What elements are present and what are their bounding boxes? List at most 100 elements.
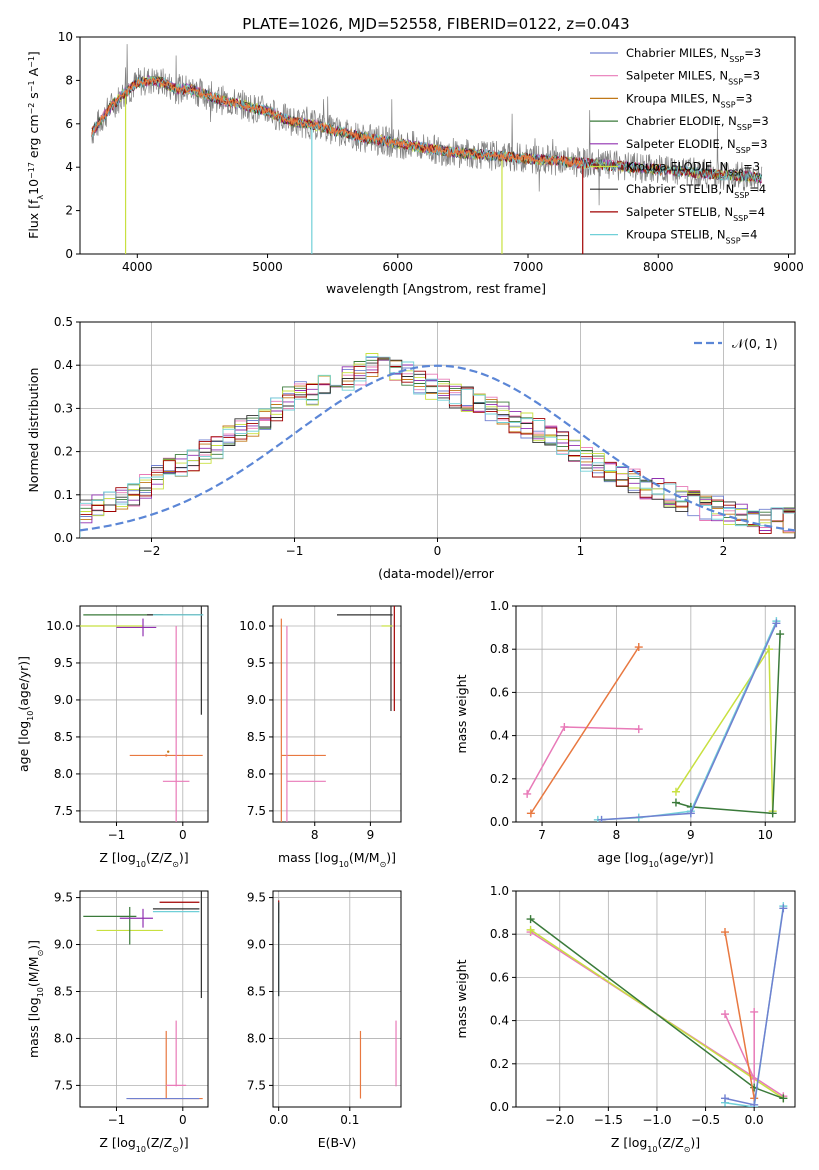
legend-entry: Salpeter MILES, NSSP=3: [626, 69, 760, 87]
x-tick-label: 1: [577, 544, 585, 558]
x-tick-label: −1: [108, 1113, 126, 1127]
label-part: wavelength [Angstrom, rest frame]: [326, 281, 546, 296]
label-part: Salpeter MILES, N: [626, 69, 728, 83]
label-part: age [log: [597, 850, 648, 865]
label-part: 2: [65, 204, 73, 218]
label-part: 8.0: [54, 1031, 73, 1045]
weight-line: [530, 646, 640, 814]
label-part: )]: [690, 1135, 700, 1150]
label-part: (Z/Z: [146, 850, 172, 865]
label-part: −1: [27, 56, 36, 68]
weight-marker: [772, 619, 781, 628]
label-part: 9.5: [54, 891, 73, 905]
x-tick-label: 0.0: [269, 1113, 288, 1127]
weight-line: [597, 620, 778, 821]
label-part: E(B-V): [318, 1135, 357, 1150]
label-part: −1: [286, 544, 304, 558]
weight-marker: [721, 1010, 730, 1019]
y-tick-label: 6: [65, 117, 73, 131]
weight-marker: [750, 1100, 759, 1107]
label-part: 10: [26, 179, 41, 195]
label-part: 𝒩(0, 1): [732, 336, 778, 351]
label-part: 9: [367, 828, 375, 842]
label-part: 10.0: [46, 619, 73, 633]
label-part: 0.0: [490, 1100, 509, 1114]
label-part: =4: [749, 182, 766, 196]
x-tick-label: 6000: [383, 260, 414, 274]
y-tick-label: 8.0: [54, 767, 73, 781]
label-part: 10: [649, 860, 659, 869]
x-tick-label: 0: [434, 544, 442, 558]
y-tick-label: 7.5: [247, 1078, 266, 1092]
label-part: λ: [36, 195, 45, 200]
label-part: 10: [758, 828, 773, 842]
axes-frame: [515, 605, 796, 823]
x-tick-label: 2: [720, 544, 728, 558]
label-part: SSP: [733, 213, 748, 222]
y-tick-label: 0.2: [54, 445, 73, 459]
label-part: SSP: [721, 100, 736, 109]
axes-frame: [272, 605, 402, 823]
label-part: 8.5: [247, 984, 266, 998]
weight-marker: [560, 722, 569, 731]
axes-frame: [515, 890, 796, 1108]
label-part: −1: [108, 828, 126, 842]
label-part: s: [26, 92, 41, 103]
x-axis-label: E(B-V): [318, 1135, 357, 1150]
label-part: 0.4: [54, 358, 73, 372]
y-axis-label: mass weight: [454, 959, 469, 1038]
label-part: 0.6: [490, 685, 509, 699]
x-tick-label: 8: [311, 828, 319, 842]
y-tick-label: 0.5: [54, 315, 73, 329]
x-axis-label: wavelength [Angstrom, rest frame]: [326, 281, 546, 296]
weight-line: [724, 931, 755, 1099]
weight-marker: [523, 789, 532, 798]
label-part: −0.5: [691, 1113, 720, 1127]
y-tick-label: 8.5: [54, 984, 73, 998]
normal-curve: [80, 364, 795, 532]
label-part: 0.5: [54, 315, 73, 329]
label-part: 5000: [252, 260, 283, 274]
legend-entry: Salpeter ELODIE, NSSP=3: [626, 137, 768, 155]
weight-marker: [634, 725, 643, 734]
residuals-panel: −2 −1 0 1 2 0.0 0.1 0.2 0.3 0.4 0.5 𝒩(0, 1) (data-mo…: [26, 315, 796, 581]
y-tick-label: 0.8: [490, 642, 509, 656]
x-tick-label: 8: [613, 828, 621, 842]
label-part: 9: [687, 828, 695, 842]
label-part: 1.0: [490, 599, 509, 613]
weight-marker: [721, 1094, 730, 1103]
label-part: 8: [311, 828, 319, 842]
label-part: ⊙: [172, 1145, 179, 1154]
label-part: SSP: [736, 145, 751, 154]
label-part: 6000: [383, 260, 414, 274]
weight-marker: [526, 925, 535, 934]
label-part: −1: [27, 80, 36, 92]
y-axis-label: Normed distribution: [26, 368, 41, 493]
age-vs-mass-panel: 8 9 7.5 8.0 8.5 9.0 9.5 10.0 mass [log10(M/M⊙)]: [239, 605, 402, 869]
weight-marker: [779, 1094, 788, 1103]
label-part: Flux [f: [26, 199, 41, 239]
label-part: Salpeter STELIB, N: [626, 205, 733, 219]
label-part: 0.2: [490, 772, 509, 786]
spectrum-panel: 4000 5000 6000 7000 8000 9000 0 2 4 6 8 10 wavelengt…: [26, 30, 804, 296]
label-part: ⊙: [36, 950, 45, 957]
label-part: 0.6: [490, 970, 509, 984]
weight-marker: [671, 798, 680, 807]
label-part: (Z/Z: [657, 1135, 683, 1150]
y-tick-label: 1.0: [490, 884, 509, 898]
x-tick-label: −2.0: [545, 1113, 574, 1127]
label-part: −1.0: [642, 1113, 671, 1127]
label-part: 7: [538, 828, 546, 842]
x-tick-label: 8000: [643, 260, 674, 274]
x-tick-label: 0.1: [340, 1113, 359, 1127]
label-part: −1.5: [594, 1113, 623, 1127]
y-tick-label: 0.2: [490, 772, 509, 786]
y-tick-label: 8.0: [54, 1031, 73, 1045]
legend-entry: Kroupa MILES, NSSP=3: [626, 91, 752, 109]
x-tick-label: −1: [286, 544, 304, 558]
y-tick-label: 0.1: [54, 488, 73, 502]
y-tick-label: 9.0: [247, 693, 266, 707]
x-axis-label: Z [log10(Z/Z⊙)]: [99, 1135, 188, 1154]
label-part: 8.0: [247, 1031, 266, 1045]
